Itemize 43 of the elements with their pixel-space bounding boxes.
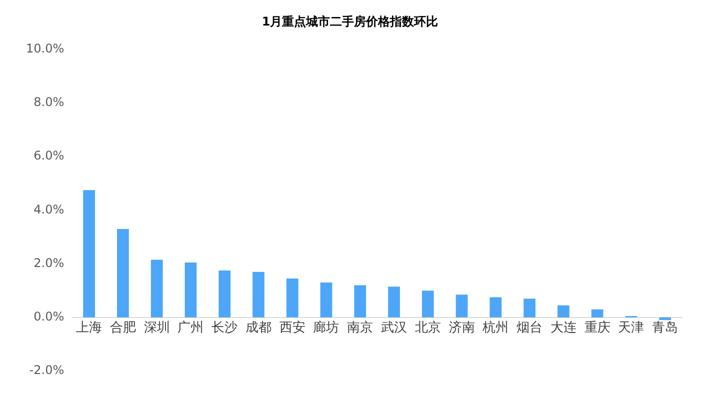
bar [83, 190, 95, 318]
x-tick-label: 青岛 [652, 320, 678, 336]
x-tick-label: 烟台 [516, 320, 543, 336]
bar [117, 228, 129, 318]
chart-title: 1月重点城市二手房价格指数环比 [262, 14, 438, 28]
bar [218, 270, 231, 318]
x-tick-label: 重庆 [584, 320, 610, 336]
y-tick-label: 0.0% [34, 310, 64, 324]
x-tick-label: 合肥 [110, 320, 136, 336]
y-tick-label: -2.0% [29, 363, 64, 378]
bar [252, 272, 264, 318]
x-tick-label: 北京 [414, 320, 441, 336]
x-tick-label: 深圳 [144, 320, 170, 336]
bar [557, 305, 570, 318]
bar [591, 309, 604, 318]
x-tick-label: 武汉 [381, 320, 407, 336]
bar [286, 278, 298, 318]
bar [320, 282, 332, 318]
y-tick-label: 2.0% [34, 256, 64, 270]
bar [150, 260, 163, 318]
x-tick-label: 西安 [279, 320, 306, 336]
x-tick-label: 济南 [448, 320, 475, 336]
bar [422, 290, 434, 318]
x-tick-label: 杭州 [482, 320, 509, 336]
bar [524, 298, 536, 318]
y-tick-label: 10.0% [26, 42, 64, 56]
y-tick-label: 4.0% [34, 202, 64, 216]
bar [490, 297, 502, 318]
x-tick-label: 廊坊 [313, 320, 340, 336]
x-tick-label: 天津 [618, 320, 644, 336]
x-tick-label: 广州 [178, 320, 204, 336]
x-tick-label: 上海 [76, 320, 102, 336]
x-tick-label: 大连 [550, 320, 576, 336]
y-tick-label: 6.0% [34, 148, 64, 163]
x-tick-label: 成都 [245, 320, 272, 336]
bar [184, 262, 197, 318]
bar [354, 285, 366, 318]
bar [659, 317, 671, 320]
bar [456, 294, 468, 318]
x-tick-label: 南京 [347, 320, 374, 336]
x-tick-label: 长沙 [212, 320, 238, 336]
y-tick-label: 8.0% [34, 95, 64, 110]
bar [388, 286, 400, 318]
